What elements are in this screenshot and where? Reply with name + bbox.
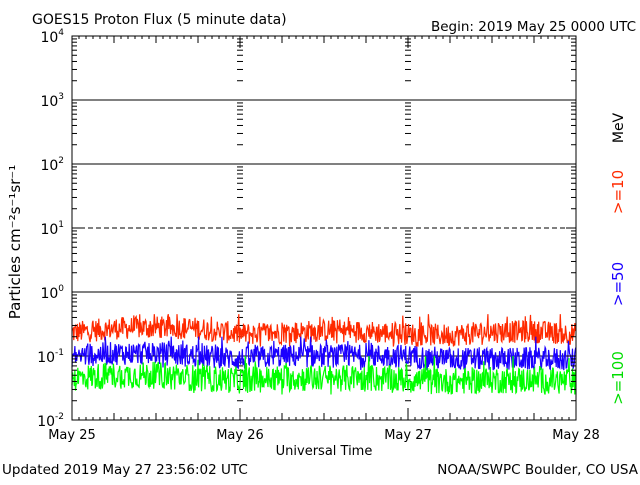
x-axis-label: Universal Time [276,444,373,459]
y-tick-label: 102 [40,156,64,174]
legend-ge50-label: >=50 [609,262,627,306]
legend-mev-label: MeV [611,112,627,143]
y-tick-label: 10-2 [37,412,64,430]
y-tick-label: 10-1 [37,348,64,366]
y-tick-label: 100 [40,284,64,302]
x-tick-label: May 26 [216,428,264,443]
legend-ge10-label: >=10 [609,170,627,214]
source-credit: NOAA/SWPC Boulder, CO USA [437,462,639,478]
y-tick-label: 103 [40,92,64,110]
x-tick-label: May 25 [48,428,96,443]
plot-frame [71,35,577,421]
series-line-ge50 [71,336,577,371]
series-line-ge100 [71,355,577,395]
updated-timestamp: Updated 2019 May 27 23:56:02 UTC [2,462,248,478]
y-tick-label: 101 [40,220,64,238]
series-layer [71,314,577,395]
legend-ge100-label: >=100 [609,351,627,405]
y-tick-label: 104 [40,28,64,46]
series-line-ge10 [71,314,577,347]
x-tick-label: May 28 [552,428,600,443]
x-tick-label: May 27 [384,428,432,443]
begin-time-label: Begin: 2019 May 25 0000 UTC [431,19,636,35]
y-axis-label: Particles cm⁻²s⁻¹sr⁻¹ [6,165,24,319]
chart-title: GOES15 Proton Flux (5 minute data) [32,12,287,28]
